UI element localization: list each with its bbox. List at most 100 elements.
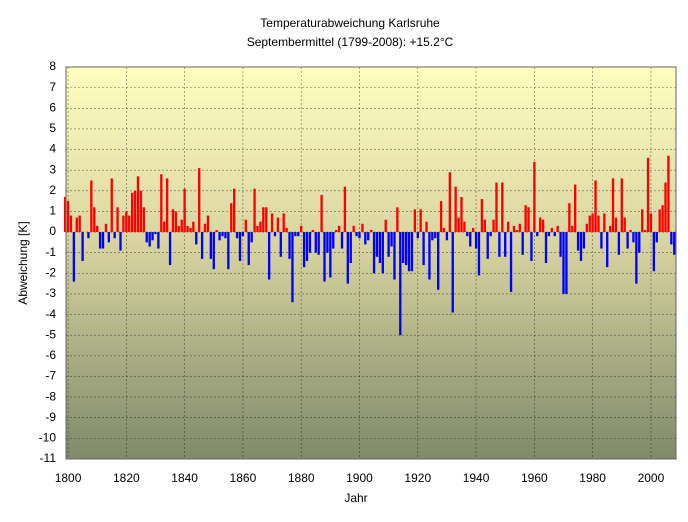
bar [457, 217, 460, 233]
bar [571, 225, 574, 233]
bar [122, 215, 125, 233]
bar [148, 232, 151, 247]
bar [116, 207, 119, 233]
bar [253, 188, 256, 233]
x-tick-label: 1940 [463, 471, 490, 485]
bar [349, 232, 352, 263]
bar [300, 225, 303, 233]
bar [396, 207, 399, 233]
bar [270, 213, 274, 233]
bar [431, 232, 434, 241]
bar [247, 232, 250, 266]
bar [521, 232, 524, 255]
bar [422, 232, 425, 266]
bar [311, 229, 315, 233]
bar [151, 232, 154, 241]
x-tick-label: 1840 [171, 471, 198, 485]
bar [297, 232, 300, 237]
bar [308, 232, 312, 253]
bar [419, 209, 422, 233]
bar [361, 223, 364, 233]
bar [509, 232, 513, 292]
bar [504, 232, 507, 257]
y-tick-label: -2 [45, 265, 56, 279]
bar [113, 232, 116, 239]
bar [404, 232, 408, 266]
bar [145, 232, 148, 243]
bar [439, 201, 443, 233]
bar [588, 215, 591, 233]
bar [518, 223, 521, 233]
bar [142, 207, 145, 233]
bar [72, 232, 76, 282]
bar [387, 232, 390, 257]
bar [614, 217, 618, 233]
y-tick-label: -4 [45, 307, 56, 321]
bar [81, 232, 84, 261]
bar [259, 221, 262, 233]
bar [489, 232, 492, 237]
bar [573, 184, 577, 233]
bar [232, 188, 236, 233]
chart-title: Temperaturabweichung Karlsruhe [260, 16, 440, 30]
bar [658, 209, 661, 233]
bar [326, 232, 329, 253]
x-tick-label: 1800 [55, 471, 82, 485]
bar [541, 219, 545, 233]
bar [93, 207, 96, 233]
bar [445, 232, 449, 241]
bar [390, 232, 393, 247]
bar [305, 232, 309, 261]
bar [98, 232, 102, 249]
x-tick-label: 1960 [521, 471, 548, 485]
bar [603, 213, 606, 233]
bar [442, 227, 446, 233]
bar [195, 232, 198, 245]
bar [279, 232, 282, 257]
bar [649, 213, 653, 233]
bar [235, 232, 239, 239]
bar [375, 232, 379, 257]
x-tick-label: 1920 [404, 471, 431, 485]
bar [428, 232, 431, 280]
bar [512, 225, 516, 233]
bar [608, 225, 612, 233]
bar [165, 178, 169, 233]
y-tick-label: -5 [45, 327, 56, 341]
bar [384, 219, 387, 233]
bar [276, 217, 280, 233]
y-tick-label: -11 [40, 451, 57, 465]
bar [183, 188, 186, 233]
bar [66, 201, 70, 233]
y-tick-label: 0 [49, 224, 56, 238]
bar [130, 192, 134, 233]
bar [157, 232, 160, 249]
bar [87, 232, 90, 239]
bar [215, 229, 218, 233]
y-tick-label: 6 [49, 100, 56, 114]
bar [139, 190, 143, 233]
bar [163, 221, 166, 233]
bar [78, 215, 81, 233]
bar [75, 217, 78, 233]
bar [474, 232, 478, 249]
bar [262, 207, 265, 233]
bar [128, 215, 131, 233]
bar [469, 232, 472, 247]
bar [576, 232, 580, 251]
bar [413, 209, 417, 233]
bar [635, 232, 638, 284]
bar [282, 213, 285, 233]
y-tick-label: 2 [49, 183, 56, 197]
bar [591, 213, 594, 233]
bar [367, 232, 370, 241]
bar [291, 232, 294, 303]
bar [661, 205, 664, 233]
bar [553, 232, 556, 237]
bar [582, 232, 586, 249]
x-tick-label: 1980 [579, 471, 606, 485]
bar [241, 232, 245, 237]
bar [643, 229, 647, 233]
bar [372, 232, 376, 274]
